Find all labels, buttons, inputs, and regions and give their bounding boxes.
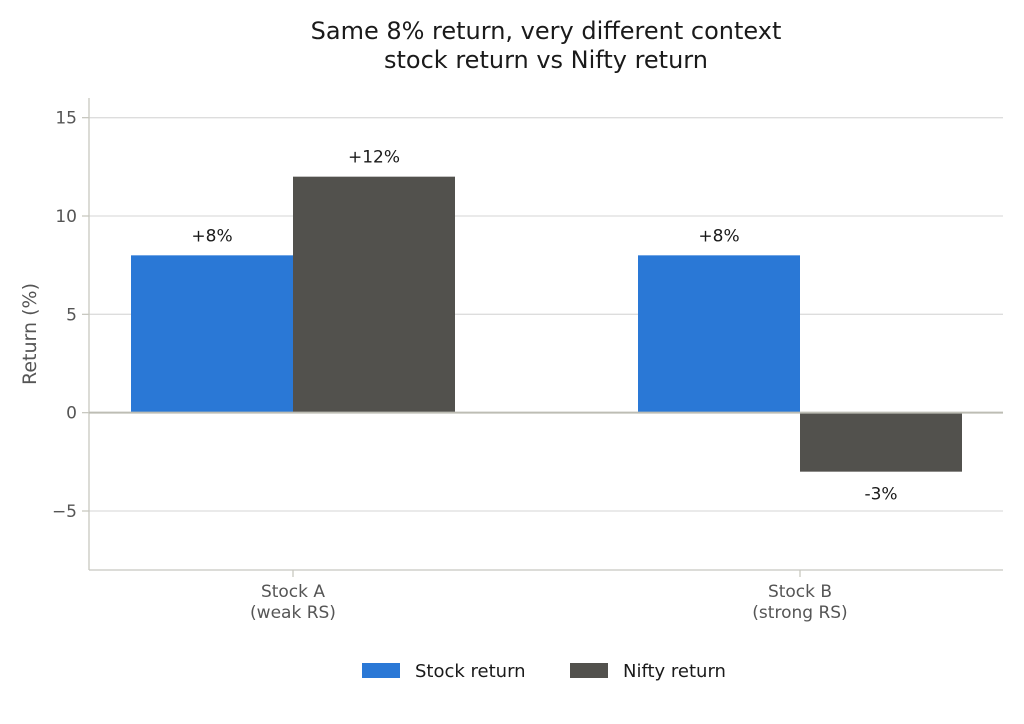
y-tick-label: 0 bbox=[66, 404, 77, 424]
x-tick-label: (weak RS) bbox=[250, 603, 336, 623]
legend-swatch bbox=[570, 663, 608, 678]
legend-swatch bbox=[362, 663, 400, 678]
y-axis-label: Return (%) bbox=[19, 283, 41, 385]
legend: Stock return Nifty return bbox=[362, 661, 726, 682]
x-tick-label: Stock A bbox=[261, 582, 325, 602]
x-tick-label: (strong RS) bbox=[752, 603, 847, 623]
chart-title-line-1: Same 8% return, very different context bbox=[311, 17, 782, 45]
bar bbox=[638, 255, 800, 413]
data-label: +8% bbox=[191, 226, 232, 246]
y-tick-label: −5 bbox=[52, 502, 77, 522]
legend-label: Nifty return bbox=[623, 661, 726, 682]
bar bbox=[800, 412, 962, 472]
data-label: +8% bbox=[698, 226, 739, 246]
x-tick-label: Stock B bbox=[768, 582, 832, 602]
axes: −5 0 5 10 15 Stock A(weak RS) Stock B(strong R… bbox=[52, 98, 1003, 623]
y-tick-label: 10 bbox=[55, 207, 77, 227]
chart-title-line-2: stock return vs Nifty return bbox=[384, 46, 708, 74]
y-tick-label: 5 bbox=[66, 305, 77, 325]
legend-label: Stock return bbox=[415, 661, 526, 682]
data-labels: +8% +8% +12% -3% bbox=[191, 148, 897, 505]
data-label: +12% bbox=[348, 148, 400, 168]
data-label: -3% bbox=[864, 485, 897, 505]
bars bbox=[131, 176, 962, 472]
y-tick-label: 15 bbox=[55, 109, 77, 129]
bar bbox=[293, 176, 455, 413]
bar bbox=[131, 255, 293, 413]
